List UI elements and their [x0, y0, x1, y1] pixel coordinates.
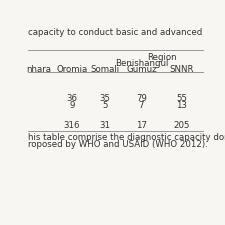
Text: 9: 9	[69, 101, 74, 110]
Text: 7: 7	[139, 101, 144, 110]
Text: 35: 35	[99, 94, 110, 103]
Text: 36: 36	[66, 94, 77, 103]
Text: 316: 316	[63, 121, 80, 130]
Text: 17: 17	[136, 121, 147, 130]
Text: 205: 205	[173, 121, 190, 130]
Text: Gumuz: Gumuz	[126, 65, 157, 74]
Text: nhara: nhara	[26, 65, 51, 74]
Text: his table comprise the diagnostic capacity domain: his table comprise the diagnostic capaci…	[28, 133, 225, 142]
Text: SNNR: SNNR	[169, 65, 194, 74]
Text: 31: 31	[99, 121, 110, 130]
Text: roposed by WHO and USAID (WHO 2012).: roposed by WHO and USAID (WHO 2012).	[28, 140, 208, 149]
Text: 79: 79	[136, 94, 147, 103]
Text: 13: 13	[176, 101, 187, 110]
Text: Somali: Somali	[90, 65, 119, 74]
Text: Oromia: Oromia	[56, 65, 87, 74]
Text: 5: 5	[102, 101, 108, 110]
Text: Benishangul: Benishangul	[115, 58, 168, 68]
Text: capacity to conduct basic and advanced laboratory: capacity to conduct basic and advanced l…	[28, 28, 225, 37]
Text: Region: Region	[147, 53, 176, 62]
Text: 55: 55	[176, 94, 187, 103]
